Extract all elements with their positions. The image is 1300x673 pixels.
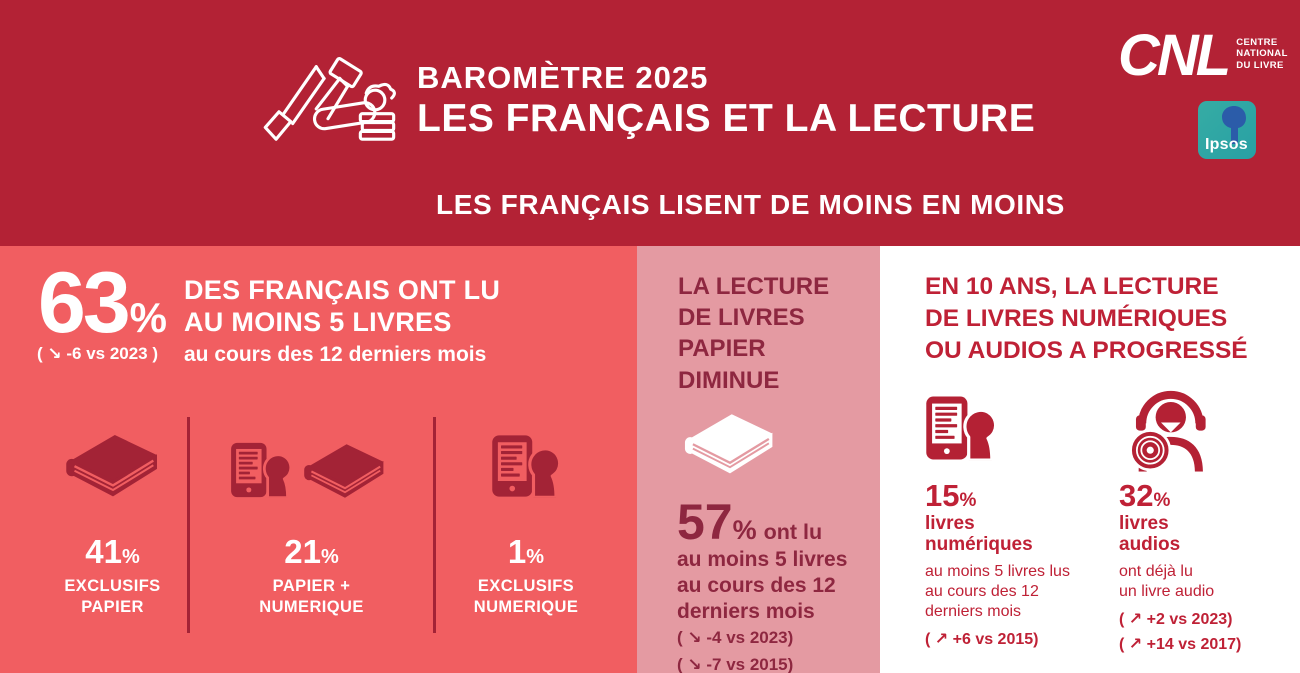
reading-person-icon [263, 57, 396, 141]
cnl-logo: CNL CENTRE NATIONAL DU LIVRE [1118, 23, 1288, 88]
stat-label: EXCLUSIFS NUMERIQUE [473, 577, 579, 617]
ipsos-emblem-icon [1222, 106, 1246, 144]
stat-column-paper-digital: 21% PAPIER + NUMERIQUE [190, 413, 433, 619]
stat-63: 63% [38, 260, 167, 346]
edition-kicker: BAROMÈTRE 2025 [417, 60, 709, 95]
stat-value: 15 [925, 478, 960, 513]
stat-unit: % [1153, 490, 1171, 511]
headline-bold: DES FRANÇAIS ONT LU AU MOINS 5 LIVRES [184, 275, 501, 337]
stat-column-ebooks: 15% livres numériques au moins 5 livres … [925, 380, 1107, 657]
stat-value: 1 [507, 533, 527, 570]
trend-delta: ( ↗ +14 vs 2017) [1119, 635, 1242, 653]
panel-heading: EN 10 ANS, LA LECTURE DE LIVRES NUMÉRIQU… [925, 273, 1248, 364]
ereader-icon [491, 419, 561, 513]
growth-columns: 15% livres numériques au moins 5 livres … [925, 380, 1300, 657]
section-title: LES FRANÇAIS LISENT DE MOINS EN MOINS [436, 189, 1065, 220]
stat-57-suffix: ont lu [763, 520, 823, 544]
panel-headline: DES FRANÇAIS ONT LU AU MOINS 5 LIVRES au… [184, 275, 500, 367]
cnl-wordmark: CNL [1118, 23, 1231, 88]
panel-heading: LA LECTURE DE LIVRES PAPIER DIMINUE [678, 273, 830, 394]
stat-63-unit: % [129, 294, 168, 341]
trend-delta: ( ↘ -6 vs 2023 ) [37, 344, 159, 363]
content-panels: 63% ( ↘ -6 vs 2023 ) DES FRANÇAIS ONT LU… [0, 246, 1300, 673]
stat-unit: % [320, 546, 339, 568]
stat-label: livres numériques [925, 513, 1033, 555]
stat-57-unit: % [732, 515, 757, 545]
trend-delta: ( ↗ +2 vs 2023) [1119, 610, 1233, 628]
trend-delta: ( ↘ -7 vs 2015) [677, 655, 794, 673]
stat-63-value: 63 [38, 255, 131, 351]
poster-title: LES FRANÇAIS ET LA LECTURE [417, 97, 1036, 140]
stat-description: au moins 5 livres au cours des 12 dernie… [677, 548, 848, 624]
stat-57-value: 57 [677, 494, 733, 550]
header-banner: BAROMÈTRE 2025 LES FRANÇAIS ET LA LECTUR… [0, 0, 1300, 246]
divider [433, 417, 436, 633]
trend-delta: ( ↗ +6 vs 2015) [925, 630, 1039, 648]
stat-label: EXCLUSIFS PAPIER [64, 577, 161, 617]
panel-digital-growth: EN 10 ANS, LA LECTURE DE LIVRES NUMÉRIQU… [880, 246, 1300, 673]
book-icon [58, 423, 168, 513]
ipsos-wordmark: Ipsos [1205, 136, 1248, 153]
headline-light: au cours des 12 derniers mois [184, 343, 487, 367]
ereader-icon [230, 427, 292, 513]
stat-unit: % [121, 546, 140, 568]
trend-delta: ( ↘ -4 vs 2023) [677, 628, 794, 647]
audiobook-icon [1119, 380, 1219, 474]
cnl-caption: CENTRE NATIONAL DU LIVRE [1236, 37, 1288, 71]
stat-column-digital-only: 1% EXCLUSIFS NUMERIQUE [436, 413, 616, 619]
stat-column-paper-only: 41% EXCLUSIFS PAPIER [38, 413, 187, 619]
stat-value: 41 [85, 533, 122, 570]
trend-deltas: ( ↗ +2 vs 2023) ( ↗ +14 vs 2017) [1119, 608, 1300, 658]
reader-type-columns: 41% EXCLUSIFS PAPIER 21% PAPIER + NUMERI… [38, 413, 616, 633]
divider [187, 417, 190, 633]
trend-deltas: ( ↘ -4 vs 2023) ( ↘ -7 vs 2015) [677, 624, 793, 673]
book-icon [677, 402, 783, 490]
ipsos-logo: Ipsos [1198, 101, 1256, 159]
stat-57: 57% ont lu [677, 497, 822, 547]
trend-deltas: ( ↗ +6 vs 2015) [925, 628, 1107, 653]
stat-unit: % [526, 546, 545, 568]
panel-reading-decline: 63% ( ↘ -6 vs 2023 ) DES FRANÇAIS ONT LU… [0, 246, 637, 673]
stat-column-audiobooks: 32% livres audios ont déjà lu un livre a… [1119, 380, 1300, 657]
stat-unit: % [959, 490, 977, 511]
ereader-icon [925, 382, 997, 474]
stat-label: livres audios [1119, 513, 1181, 555]
stat-label: PAPIER + NUMERIQUE [259, 577, 364, 617]
stat-description: ont déjà lu un livre audio [1119, 562, 1215, 600]
stat-value: 32 [1119, 478, 1154, 513]
panel-paper-decline: LA LECTURE DE LIVRES PAPIER DIMINUE 57% o… [637, 246, 880, 673]
stat-value: 21 [284, 533, 321, 570]
book-icon [297, 433, 393, 513]
stat-description: au moins 5 livres lus au cours des 12 de… [925, 562, 1070, 620]
